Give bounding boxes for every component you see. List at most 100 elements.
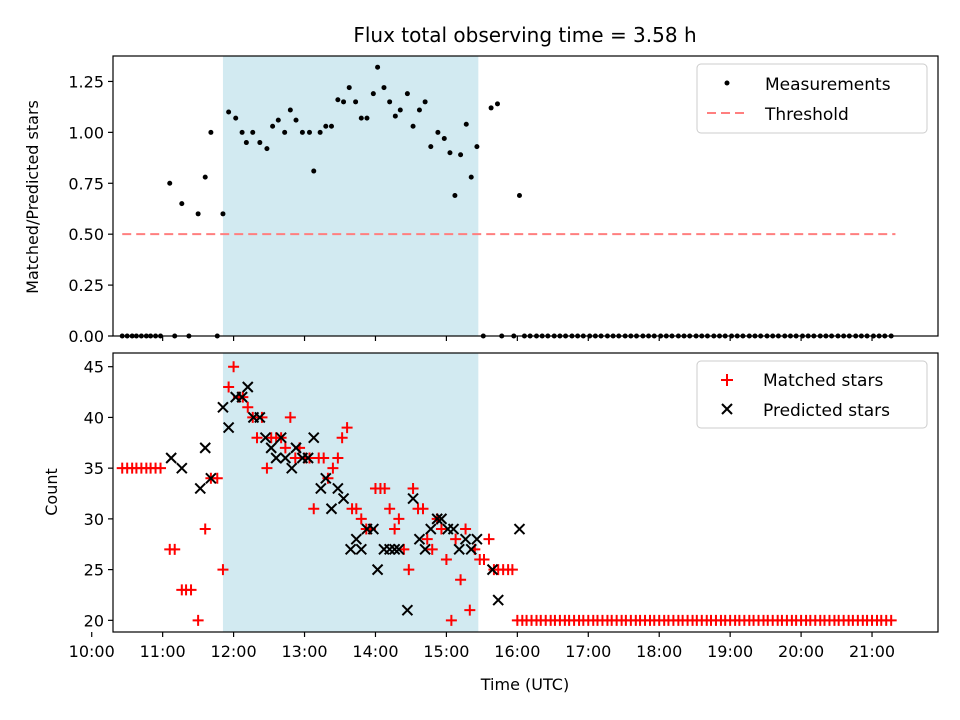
predicted-star-point [325, 503, 338, 515]
predicted-star-point [165, 452, 177, 464]
predicted-star-point [355, 543, 367, 556]
bottom-y-label: Count [42, 468, 61, 516]
predicted-star-point [419, 543, 431, 556]
legend-marker-matched [721, 374, 733, 386]
legend-marker-predicted [721, 403, 733, 415]
matched-star-point [303, 452, 315, 464]
x-tick-label: 18:00 [636, 642, 682, 661]
predicted-star-point [279, 452, 292, 464]
measurement-point [257, 140, 263, 146]
matched-star-point [318, 452, 330, 464]
predicted-star-point [236, 391, 248, 403]
x-tick-label: 21:00 [849, 642, 895, 661]
measurement-point [370, 91, 376, 97]
matched-star-point [217, 564, 229, 576]
matched-star-point [251, 432, 263, 444]
matched-star-point [450, 533, 462, 545]
x-axis-label: Time (UTC) [480, 675, 569, 694]
matched-star-point [885, 614, 897, 626]
bottom-y-tick-label: 40 [84, 408, 104, 427]
measurement-point [468, 174, 474, 180]
bottom-panel: 20 25 30 35 40 45 10:00 11:00 12:00 13:00 14:00 15… [42, 352, 939, 694]
predicted-points [165, 381, 526, 616]
legend-label-matched: Matched stars [763, 371, 883, 391]
measurement-point [416, 107, 422, 113]
matched-star-point [403, 564, 415, 576]
measurement-point [441, 135, 447, 141]
matched-star-point [332, 452, 344, 464]
measurement-point [282, 129, 288, 135]
top-y-tick-label: 1.25 [68, 72, 104, 91]
bottom-y-tick-label: 20 [84, 611, 104, 630]
predicted-star-point [425, 523, 437, 535]
matched-star-point [242, 401, 254, 413]
top-panel: 0.00 0.25 0.50 0.75 1.00 1.25 Matched/Predict… [23, 55, 939, 346]
matched-star-point [211, 472, 223, 484]
measurement-point [341, 99, 347, 105]
predicted-star-point [453, 543, 465, 556]
measurement-point [474, 144, 480, 150]
predicted-star-point [367, 523, 380, 535]
top-x-ticks [91, 336, 873, 341]
predicted-star-point [302, 452, 314, 464]
measurement-point [202, 174, 208, 180]
predicted-star-point [275, 432, 287, 444]
matched-star-point [185, 584, 197, 596]
matched-star-point [223, 381, 235, 393]
top-y-tick-label: 0.25 [68, 276, 104, 295]
top-band [222, 56, 479, 336]
predicted-star-point [222, 421, 235, 434]
measurement-point [428, 144, 434, 150]
bottom-y-tick-label: 35 [84, 459, 104, 478]
matched-star-point [435, 523, 447, 535]
measurement-point [275, 117, 281, 123]
bottom-y-axis: 20 25 30 35 40 45 [84, 358, 113, 630]
measurement-point [250, 129, 256, 135]
measurement-point [226, 109, 232, 115]
x-tick-label: 15:00 [423, 642, 469, 661]
top-legend-box [696, 63, 928, 134]
predicted-star-point [492, 594, 504, 606]
predicted-star-point [486, 563, 499, 576]
matched-star-point [261, 462, 273, 474]
top-legend: Measurements Threshold [696, 63, 928, 134]
measurement-point [387, 99, 393, 105]
bottom-band [222, 353, 479, 632]
predicted-star-point [217, 401, 229, 413]
matched-star-point [350, 503, 362, 515]
predicted-star-point [413, 533, 426, 545]
matched-star-point [308, 503, 320, 515]
measurement-point [306, 129, 312, 135]
measurement-point [447, 150, 453, 156]
bottom-y-tick-label: 45 [84, 358, 104, 377]
measurement-point [299, 129, 305, 135]
matched-star-point [445, 614, 457, 626]
matched-star-point [341, 422, 353, 434]
matched-star-point [355, 513, 367, 525]
measurement-point [270, 123, 276, 129]
matched-star-point [417, 503, 429, 515]
matched-star-point [327, 462, 339, 474]
matched-star-point [169, 543, 181, 555]
predicted-star-point [320, 472, 332, 485]
matched-star-point [289, 452, 301, 464]
top-y-tick-label: 0.75 [68, 174, 104, 193]
matched-star-point [379, 482, 391, 494]
matched-star-point [506, 564, 518, 576]
predicted-star-point [290, 442, 302, 454]
predicted-star-point [393, 543, 405, 556]
measurement-point [179, 201, 185, 207]
bottom-legend-box [696, 360, 928, 429]
measurement-point [381, 85, 387, 91]
measurement-point [239, 129, 245, 135]
matched-star-point [279, 442, 291, 454]
matched-star-point [322, 472, 334, 484]
bottom-legend: Matched stars Predicted stars [696, 360, 928, 429]
measurement-point [358, 115, 364, 121]
matched-star-point [199, 523, 211, 535]
top-y-axis: 0.00 0.25 0.50 0.75 1.00 1.25 [68, 72, 113, 346]
legend-label-measurements: Measurements [765, 75, 891, 95]
chart-title: Flux total observing time = 3.58 h [353, 23, 696, 47]
x-tick-label: 19:00 [707, 642, 753, 661]
